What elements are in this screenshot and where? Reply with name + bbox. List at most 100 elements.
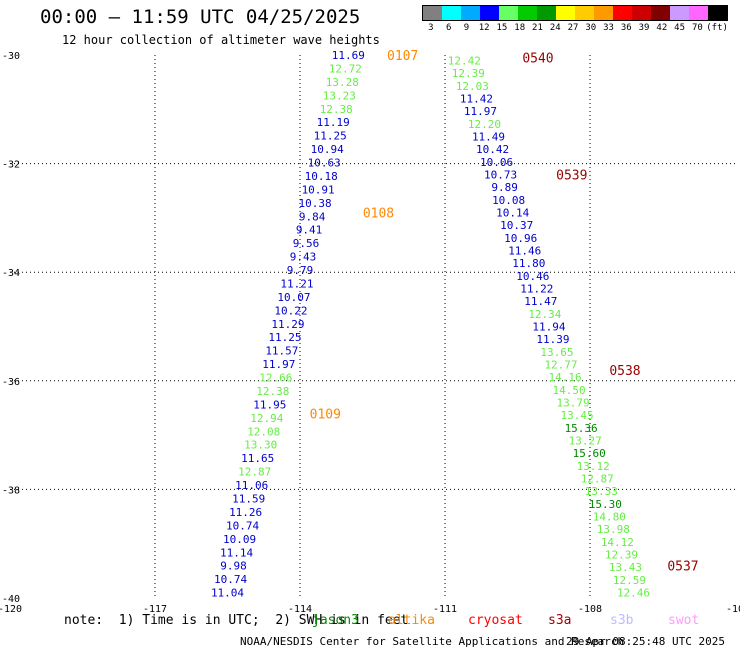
wave-height-label: 11.21 (280, 277, 313, 290)
wave-height-label: 12.38 (320, 103, 353, 116)
wave-height-label: 13.79 (557, 397, 590, 410)
wave-height-label: 11.97 (464, 105, 497, 118)
x-tick-label: -114 (288, 604, 312, 615)
wave-height-label: 13.27 (569, 435, 602, 448)
x-tick-label: -120 (0, 604, 22, 615)
wave-height-label: 10.09 (223, 533, 256, 546)
page-title: 00:00 – 11:59 UTC 04/25/2025 (40, 6, 361, 28)
scale-swatch-6 (537, 6, 556, 20)
wave-height-label: 14.50 (552, 384, 585, 397)
wave-height-label: 10.22 (274, 304, 307, 317)
y-tick-label: -38 (2, 485, 20, 496)
scale-swatch-2 (461, 6, 480, 20)
wave-height-label: 15.60 (573, 447, 606, 460)
legend-cryosat: cryosat (468, 613, 523, 628)
x-tick-label: -117 (143, 604, 167, 615)
scale-swatch-4 (499, 6, 518, 20)
time-label: 0537 (667, 559, 698, 574)
wave-height-label: 10.42 (476, 143, 509, 156)
legend-s3b: s3b (610, 613, 634, 628)
wave-height-label: 11.65 (241, 452, 274, 465)
color-scale-swatches (422, 5, 728, 21)
legend-s3a: s3a (548, 613, 572, 628)
wave-height-label: 10.74 (226, 519, 259, 532)
wave-height-label: 13.45 (561, 409, 594, 422)
wave-height-label: 9.98 (220, 560, 247, 573)
wave-height-label: 12.46 (617, 587, 650, 600)
wave-height-label: 11.22 (520, 282, 553, 295)
wave-height-label: 13.12 (577, 460, 610, 473)
wave-height-label: 13.43 (609, 561, 642, 574)
wave-height-label: 11.06 (235, 479, 268, 492)
wave-height-label: 11.25 (314, 130, 347, 143)
time-label: 0539 (556, 168, 587, 183)
wave-height-label: 12.03 (456, 80, 489, 93)
wave-height-label: 13.30 (244, 439, 277, 452)
y-tick-label: -40 (2, 594, 20, 605)
wave-height-label: 10.37 (500, 219, 533, 232)
wave-height-label: 11.95 (253, 398, 286, 411)
scale-swatch-14 (689, 6, 708, 20)
wave-height-label: 10.46 (516, 270, 549, 283)
scale-swatch-15 (708, 6, 727, 20)
wave-height-label: 9.56 (293, 237, 320, 250)
wave-height-label: 11.14 (220, 546, 253, 559)
page-subtitle: 12 hour collection of altimeter wave hei… (62, 33, 380, 47)
wave-height-label: 11.80 (512, 257, 545, 270)
wave-height-label: 11.57 (265, 345, 298, 358)
wave-height-label: 10.14 (496, 206, 529, 219)
wave-height-label: 10.91 (302, 183, 335, 196)
wave-height-label: 11.19 (317, 116, 350, 129)
timestamp: 29 Apr 08:25:48 UTC 2025 (566, 635, 725, 648)
footer-credit: NOAA/NESDIS Center for Satellite Applica… (240, 635, 625, 648)
wave-height-label: 9.79 (287, 264, 314, 277)
time-label: 0540 (522, 52, 553, 67)
wave-height-label: 12.66 (259, 372, 292, 385)
scale-label: 39 (638, 23, 650, 33)
wave-height-label: 15.36 (565, 422, 598, 435)
scale-label: 12 (478, 23, 490, 33)
color-scale: 3 6 9 12 15 18 21 24 27 30 33 36 39 42 45 70 (ft) (422, 5, 728, 37)
time-label: 0108 (363, 206, 394, 221)
wave-height-label: 11.94 (532, 321, 565, 334)
note: note: 1) Time is in UTC; 2) SWH is in fe… (64, 613, 409, 628)
scale-swatch-1 (442, 6, 461, 20)
wave-height-label: 10.38 (299, 197, 332, 210)
wave-height-label: 12.08 (247, 425, 280, 438)
wave-height-label: 9.41 (296, 224, 323, 237)
wave-height-label: 10.18 (305, 170, 338, 183)
scale-swatch-7 (556, 6, 575, 20)
wave-height-label: 9.89 (491, 181, 518, 194)
y-tick-label: -34 (2, 268, 20, 279)
wave-height-label: 12.87 (581, 473, 614, 486)
wave-height-label: 10.63 (308, 157, 341, 170)
track-altika: 11.6912.7213.2813.2312.3811.1911.2510.94… (211, 49, 418, 600)
legend-jason3: jason3 (312, 613, 359, 628)
wave-height-label: 14.80 (593, 511, 626, 524)
x-tick-label: -10 (726, 604, 740, 615)
wave-height-label: 15.30 (589, 498, 622, 511)
wave-height-label: 10.94 (311, 143, 344, 156)
wave-height-label: 14.12 (601, 536, 634, 549)
scale-swatch-9 (594, 6, 613, 20)
time-label: 0538 (609, 364, 640, 379)
scale-label: 18 (514, 23, 526, 33)
y-tick-label: -32 (2, 160, 20, 171)
scale-unit: (ft) (706, 23, 728, 33)
wave-height-label: 11.39 (536, 333, 569, 346)
wave-height-label: 11.04 (211, 587, 244, 600)
scale-label: 70 (691, 23, 703, 33)
legend-swot: swot (668, 613, 700, 628)
wave-height-label: 12.87 (238, 466, 271, 479)
wave-height-label: 12.38 (256, 385, 289, 398)
scale-label: 30 (585, 23, 597, 33)
scale-label: 3 (428, 23, 434, 33)
x-tick-label: -111 (433, 604, 457, 615)
wave-height-label: 11.25 (268, 331, 301, 344)
wave-height-label: 13.28 (326, 76, 359, 89)
scale-label: 6 (445, 23, 452, 33)
wave-height-label: 9.84 (299, 210, 326, 223)
wave-height-label: 12.39 (452, 67, 485, 80)
track-s3a: 12.4212.3912.0311.4211.9712.2011.4910.42… (448, 52, 699, 600)
